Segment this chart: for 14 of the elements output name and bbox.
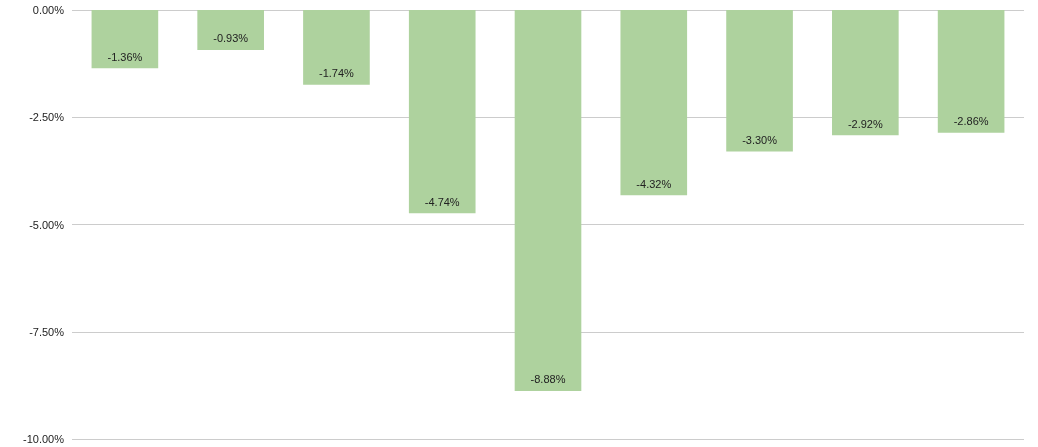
- data-label: -1.74%: [319, 67, 355, 80]
- y-tick-label: -10.00%: [23, 433, 65, 445]
- data-label: -8.88%: [530, 373, 566, 386]
- y-tick-label: -2.50%: [29, 111, 65, 124]
- data-label: -2.86%: [953, 115, 989, 128]
- data-label: -0.93%: [213, 32, 249, 45]
- data-label: -2.92%: [847, 117, 883, 130]
- data-label: -1.36%: [107, 50, 143, 63]
- y-tick-label: -7.50%: [29, 325, 65, 338]
- data-label: -4.32%: [636, 177, 672, 190]
- y-tick-label: -5.00%: [29, 218, 65, 231]
- y-tick-label: 0.00%: [32, 4, 65, 16]
- data-label: -3.30%: [742, 134, 778, 147]
- data-label: -4.74%: [424, 195, 460, 208]
